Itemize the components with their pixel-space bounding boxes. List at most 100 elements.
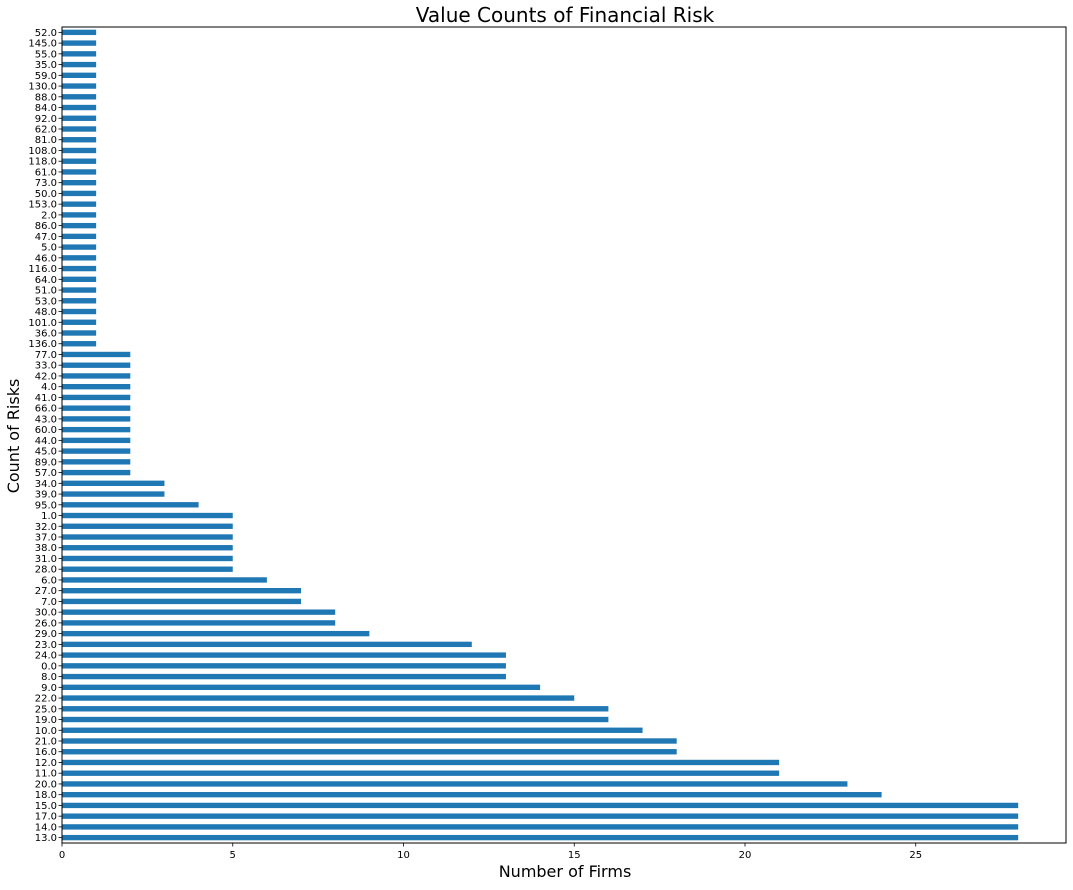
y-tick-label: 73.0 xyxy=(35,178,57,189)
y-tick-label: 61.0 xyxy=(35,167,57,178)
y-tick-label: 38.0 xyxy=(35,543,57,554)
bar xyxy=(62,609,336,615)
y-tick-label: 9.0 xyxy=(41,683,57,694)
bar xyxy=(62,308,97,315)
y-tick-label: 64.0 xyxy=(35,275,57,286)
bar xyxy=(62,813,1019,819)
y-tick-label: 101.0 xyxy=(28,318,57,329)
bar xyxy=(62,512,233,519)
y-tick-label: 41.0 xyxy=(35,393,57,404)
bar xyxy=(62,287,97,293)
bar xyxy=(62,534,233,540)
bar xyxy=(62,759,780,766)
y-tick-label: 17.0 xyxy=(35,812,57,823)
bar xyxy=(62,555,233,562)
y-tick-label: 1.0 xyxy=(41,511,57,522)
x-tick-label: 0 xyxy=(59,850,65,861)
y-tick-label: 11.0 xyxy=(35,769,57,780)
bar xyxy=(62,459,131,465)
y-tick-label: 81.0 xyxy=(35,135,57,146)
bar xyxy=(62,802,1019,809)
bar xyxy=(62,190,97,197)
bar xyxy=(62,706,609,712)
bar xyxy=(62,620,336,626)
x-tick-label: 15 xyxy=(568,850,581,861)
bar xyxy=(62,126,97,132)
y-tick-label: 26.0 xyxy=(35,618,57,629)
bar xyxy=(62,598,302,605)
bar xyxy=(62,566,233,572)
bar xyxy=(62,137,97,143)
bar xyxy=(62,201,97,207)
y-tick-label: 7.0 xyxy=(41,597,57,608)
bar xyxy=(62,180,97,186)
y-tick-label: 88.0 xyxy=(35,92,57,103)
y-tick-label: 13.0 xyxy=(35,833,57,844)
bar xyxy=(62,834,1019,841)
y-tick-label: 47.0 xyxy=(35,232,57,243)
bar xyxy=(62,394,131,401)
bar xyxy=(62,40,97,46)
bar xyxy=(62,480,165,486)
x-axis-label: Number of Firms xyxy=(499,862,632,881)
y-tick-label: 0.0 xyxy=(41,661,57,672)
bar xyxy=(62,341,97,347)
bar xyxy=(62,770,780,776)
x-tick-label: 10 xyxy=(397,850,410,861)
bar xyxy=(62,104,97,111)
bar xyxy=(62,51,97,57)
bar xyxy=(62,630,370,637)
bar xyxy=(62,727,643,733)
y-ticks-group: 13.014.017.015.018.020.011.012.016.021.0… xyxy=(28,28,62,844)
bar xyxy=(62,72,97,78)
y-tick-label: 36.0 xyxy=(35,329,57,340)
bar xyxy=(62,244,97,250)
y-tick-label: 4.0 xyxy=(41,382,57,393)
y-tick-label: 27.0 xyxy=(35,586,57,597)
bar xyxy=(62,212,97,218)
y-tick-label: 136.0 xyxy=(28,339,57,350)
bar xyxy=(62,115,97,121)
y-tick-label: 44.0 xyxy=(35,436,57,447)
y-tick-label: 30.0 xyxy=(35,608,57,619)
bars-group xyxy=(62,29,1019,841)
y-tick-label: 45.0 xyxy=(35,447,57,458)
plot-frame xyxy=(61,26,1067,844)
bar xyxy=(62,147,97,154)
bar xyxy=(62,94,97,100)
y-tick-label: 37.0 xyxy=(35,533,57,544)
y-tick-label: 46.0 xyxy=(35,253,57,264)
bar xyxy=(62,233,97,240)
bar xyxy=(62,652,506,658)
y-tick-label: 2.0 xyxy=(41,210,57,221)
y-tick-label: 24.0 xyxy=(35,651,57,662)
bar xyxy=(62,298,97,304)
x-tick-label: 5 xyxy=(230,850,236,861)
y-tick-label: 43.0 xyxy=(35,414,57,425)
y-tick-label: 22.0 xyxy=(35,694,57,705)
bar xyxy=(62,362,131,368)
y-tick-label: 12.0 xyxy=(35,758,57,769)
y-tick-label: 59.0 xyxy=(35,71,57,82)
y-axis-label: Count of Risks xyxy=(4,379,23,494)
y-tick-label: 95.0 xyxy=(35,500,57,511)
bar xyxy=(62,641,472,648)
bar xyxy=(62,588,302,594)
bar xyxy=(62,663,506,669)
bar xyxy=(62,169,97,175)
y-tick-label: 118.0 xyxy=(28,157,57,168)
bar xyxy=(62,405,131,411)
bar xyxy=(62,158,97,164)
y-tick-label: 130.0 xyxy=(28,82,57,93)
y-tick-label: 52.0 xyxy=(35,28,57,39)
y-tick-label: 89.0 xyxy=(35,457,57,468)
bar xyxy=(62,491,165,497)
y-tick-label: 18.0 xyxy=(35,790,57,801)
bar xyxy=(62,695,575,701)
y-tick-label: 145.0 xyxy=(28,39,57,50)
y-tick-label: 25.0 xyxy=(35,704,57,715)
bar xyxy=(62,448,131,454)
bar xyxy=(62,61,97,68)
bar xyxy=(62,426,131,433)
y-tick-label: 48.0 xyxy=(35,307,57,318)
